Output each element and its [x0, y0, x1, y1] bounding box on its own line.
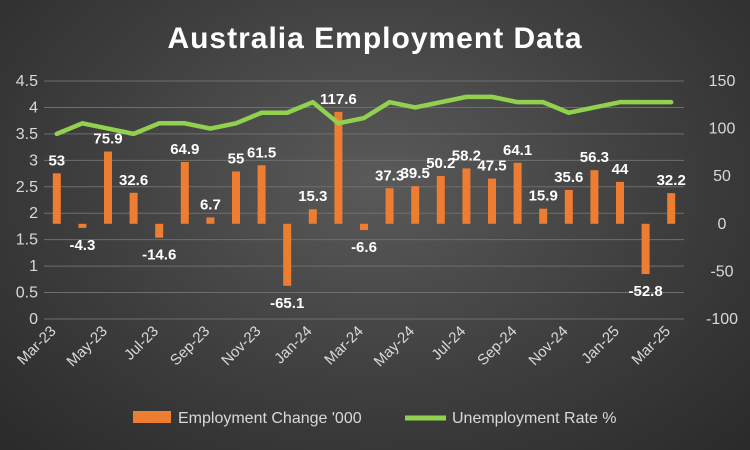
legend: Employment Change '000 Unemployment Rate… [133, 410, 617, 427]
bar-data-label: 50.2 [426, 155, 455, 172]
bar [308, 209, 317, 224]
bar [641, 223, 650, 275]
x-tick-label: May-24 [371, 323, 418, 370]
axes: 0 0.5 1 1.5 2 2.5 3 3.5 4 4.5 -100 -50 0 50 100 150 Mar-… [14, 73, 738, 370]
bar [667, 193, 676, 224]
bar [385, 188, 394, 224]
line-series [54, 94, 674, 137]
y-left-tick-label: 1.5 [16, 232, 38, 249]
y-right-tick-label: -100 [706, 311, 738, 328]
y-left-tick-label: 1 [29, 258, 38, 275]
bar-data-label: 35.6 [554, 169, 583, 186]
bar-data-label: 53 [48, 152, 65, 169]
y-right-tick-label: 0 [718, 216, 727, 233]
bar-data-label: 37.3 [375, 167, 404, 184]
bars [52, 111, 676, 286]
bar [52, 173, 61, 224]
bar-data-label: -4.3 [69, 237, 95, 254]
bar-data-label: 6.7 [200, 196, 221, 213]
bar [539, 208, 548, 224]
bar-data-label: -6.6 [351, 239, 377, 256]
x-tick-label: Jan-25 [578, 323, 622, 367]
bar-data-label: 75.9 [93, 131, 122, 148]
bar [513, 162, 522, 224]
y-left-tick-label: 2.5 [16, 179, 38, 196]
y-left-tick-label: 4 [29, 99, 38, 116]
bar-data-label: -65.1 [270, 295, 304, 312]
x-tick-label: Nov-24 [525, 323, 571, 369]
bar [334, 111, 343, 224]
y-left-tick-label: 3 [29, 152, 38, 169]
y-left-tick-label: 0 [29, 311, 38, 328]
legend-swatch-employment-change [133, 411, 171, 423]
bar-data-label: 44 [612, 161, 629, 178]
x-tick-label: Sep-24 [474, 323, 520, 369]
bar-data-label: 32.6 [119, 172, 148, 189]
x-tick-label: Jan-24 [271, 323, 315, 367]
bar [411, 186, 420, 224]
bar-data-label: 64.9 [170, 141, 199, 158]
bar-data-label: 39.5 [401, 165, 430, 182]
bar [488, 178, 496, 224]
x-tick-label: May-23 [63, 323, 110, 370]
x-tick-label: Mar-23 [14, 323, 60, 369]
bar-data-label: 61.5 [247, 144, 276, 161]
bar [283, 223, 292, 286]
bar-data-label: 47.5 [477, 158, 506, 175]
bar-data-label: -52.8 [628, 283, 662, 300]
x-tick-label: Mar-25 [628, 323, 674, 369]
bar [616, 181, 624, 224]
gridlines [44, 80, 684, 320]
y-right-tick-label: 100 [709, 121, 736, 138]
bar-data-label: 55 [228, 150, 245, 167]
bar [436, 176, 445, 224]
bar [462, 168, 471, 224]
data-labels: 53 -4.3 75.9 32.6 -14.6 64.9 6.7 55 61.5 -65.1 15.… [48, 91, 685, 312]
legend-label-unemployment-rate: Unemployment Rate % [452, 410, 617, 427]
y-left-tick-label: 3.5 [16, 126, 38, 143]
x-tick-label: Sep-23 [167, 323, 213, 369]
bar-data-label: -14.6 [142, 247, 176, 264]
bar [360, 223, 368, 231]
bar [206, 217, 215, 224]
y-right-tick-label: -50 [710, 263, 733, 280]
bar-data-label: 32.2 [657, 172, 686, 189]
unemployment-rate-line [54, 94, 674, 137]
bar-data-label: 58.2 [452, 147, 481, 164]
bar [78, 223, 87, 228]
bar [232, 171, 240, 224]
chart-title: Australia Employment Data [167, 22, 582, 55]
bar [180, 162, 189, 224]
bar [104, 151, 112, 224]
x-tick-label: Jul-23 [121, 323, 162, 364]
bar-data-label: 56.3 [580, 149, 609, 166]
y-right-tick-label: 50 [713, 168, 731, 185]
bar-data-label: 117.6 [320, 91, 357, 108]
bar [155, 223, 164, 238]
bar-data-label: 15.3 [298, 188, 327, 205]
legend-label-employment-change: Employment Change '000 [178, 410, 362, 427]
x-tick-label: Nov-23 [218, 323, 264, 369]
bar [564, 189, 573, 224]
bar [590, 170, 599, 224]
bar-data-label: 15.9 [529, 188, 558, 205]
y-right-tick-label: 150 [709, 73, 736, 90]
bar [257, 165, 266, 224]
y-left-tick-label: 0.5 [16, 285, 38, 302]
x-tick-label: Mar-24 [321, 323, 367, 369]
bar [129, 192, 138, 224]
y-left-tick-label: 2 [29, 205, 38, 222]
x-tick-label: Jul-24 [428, 323, 469, 364]
bar-data-label: 64.1 [503, 142, 532, 159]
y-left-tick-label: 4.5 [16, 73, 38, 90]
